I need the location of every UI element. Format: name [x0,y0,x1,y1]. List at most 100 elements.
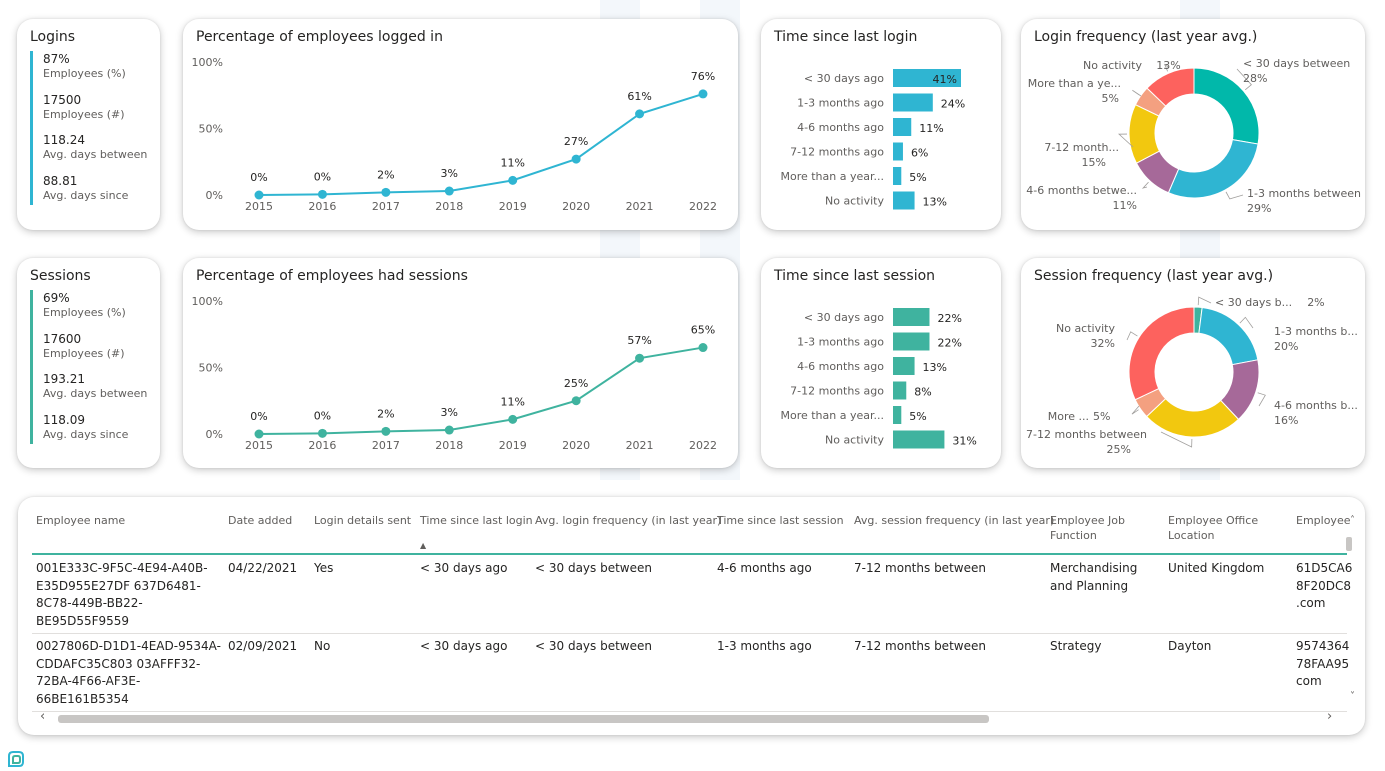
session-bar-category-label: No activity [825,434,884,447]
session-bar-bar[interactable] [893,381,907,400]
logins-kpi-label: Avg. days since [43,188,129,202]
sessions-kpi-label: Avg. days between [43,387,148,400]
session-donut-slice-name: 7-12 months between [1026,428,1147,441]
session-bar-bar[interactable] [893,430,945,449]
table-cell: 4-6 months ago [717,561,812,575]
scroll-up-button[interactable]: ˄ [1350,515,1355,526]
table-column-header[interactable]: Login details sent [314,514,412,527]
login-line-data-point[interactable] [444,186,454,196]
session-line-data-label: 25% [564,377,588,390]
session-line-data-point[interactable] [317,428,327,438]
table-cell: 61D5CA6 8F20DC8 .com [1296,561,1353,610]
login-line-data-point[interactable] [508,175,518,185]
login-donut-leader-line [1164,63,1170,72]
table-cell: United Kingdom [1168,561,1265,575]
session-donut-leader-line [1257,392,1266,407]
login-line-data-label: 3% [441,167,458,180]
login-line-card: Percentage of employees logged in 0% 50% 1… [183,19,738,230]
login-donut-slice[interactable] [1146,67,1195,107]
scroll-down-button[interactable]: ˅ [1350,691,1355,702]
session-bar-bar[interactable] [893,406,902,424]
login-line-data-label: 61% [627,90,651,103]
horizontal-scrollbar-thumb[interactable] [58,715,989,723]
session-bar-data-label: 5% [909,410,926,423]
table-column-header[interactable]: Date added [228,514,293,527]
logins-kpi-label: Employees (%) [43,67,126,80]
session-line-series-line [258,346,704,435]
session-donut-slice-name: < 30 days b... [1215,296,1292,309]
session-line-xtick-label: 2017 [372,439,400,452]
session-line-data-label: 2% [377,407,394,420]
table-cell: 02/09/2021 [228,639,298,653]
login-line-data-point[interactable] [317,189,327,199]
login-line-xtick-label: 2016 [308,200,336,213]
login-donut-slice[interactable] [1167,139,1259,199]
table-column-header[interactable]: Employee name [36,514,126,527]
session-line-xtick-label: 2022 [689,439,717,452]
session-line-ytick-label: 50% [199,362,223,375]
session-line-xtick-label: 2020 [562,439,590,452]
session-donut-slice[interactable] [1128,306,1195,401]
sessions-kpi-item: 193.21 Avg. days between [43,372,147,400]
login-bar-bar[interactable] [893,167,902,185]
login-line-xtick-label: 2015 [245,200,273,213]
login-line-data-point[interactable] [635,109,645,119]
session-line-data-point[interactable] [635,353,645,363]
table-column-header[interactable]: Employee [1296,514,1351,527]
session-bar-bar[interactable] [893,332,930,351]
login-donut-slice-name: No activity [1083,59,1142,72]
table-cell: No [314,639,331,653]
table-column-header[interactable]: Employee Office Location [1168,514,1259,542]
login-bar-bar[interactable] [893,69,961,87]
login-bar-bar[interactable] [893,142,903,161]
scroll-right-button[interactable]: › [1327,709,1333,724]
vertical-scrollbar-thumb[interactable] [1346,537,1352,551]
table-cell: 001E333C-9F5C-4E94-A40B- E35D955E27DF 63… [36,561,208,628]
session-line-xtick-label: 2021 [626,439,654,452]
login-line-data-point[interactable] [381,187,391,197]
table-cell: Dayton [1168,639,1212,653]
table-column-header[interactable]: Time since last session [717,514,844,527]
login-line-xtick-label: 2017 [372,200,400,213]
session-line-data-point[interactable] [571,396,581,406]
login-bar-bar[interactable] [893,118,912,136]
table-column-header[interactable]: Avg. login frequency (in last year) [535,514,722,527]
login-bar-bar[interactable] [893,93,933,112]
session-line-data-point[interactable] [698,343,708,353]
sort-indicator-icon[interactable]: ▲ [420,541,427,550]
session-donut-slice[interactable] [1198,306,1259,366]
logins-accent-bar [30,51,33,205]
scroll-left-button[interactable]: ‹ [40,709,46,724]
table-column-header[interactable]: Time since last login [420,514,533,527]
session-line-data-point[interactable] [444,425,454,435]
employee-table-card: Employee name Date added Login details sen… [18,497,1365,735]
sessions-kpi-label: Employees (%) [43,306,126,319]
session-line-data-point[interactable] [254,429,264,439]
login-line-data-point[interactable] [254,190,264,200]
session-donut-leader-line [1239,316,1254,329]
login-bar-category-label: 1-3 months ago [797,97,884,110]
sessions-title: Sessions [30,268,91,284]
session-line-data-point[interactable] [508,414,518,424]
table-row-separator [32,633,1347,634]
login-donut-title: Login frequency (last year avg.) [1034,29,1258,45]
login-bar-data-label: 24% [941,98,965,111]
table-column-header[interactable]: Employee Job Function [1050,514,1125,542]
login-donut-slice-value: 5% [1102,92,1119,105]
login-line-series-line [258,92,704,196]
table-column-header[interactable]: Avg. session frequency (in last year) [854,514,1055,527]
session-bar-bar[interactable] [893,357,915,375]
login-line-data-label: 0% [250,171,267,184]
session-donut-slice-name: No activity [1056,322,1115,335]
brand-logo-icon [8,751,24,767]
login-bar-data-label: 6% [911,147,928,160]
session-donut-slice[interactable] [1145,397,1240,438]
login-line-data-point[interactable] [571,154,581,164]
sessions-kpi-value: 193.21 [43,372,85,386]
session-bar-bar[interactable] [893,308,930,326]
session-bar-data-label: 8% [914,386,931,399]
login-line-data-point[interactable] [698,89,708,99]
session-line-data-point[interactable] [381,426,391,436]
session-donut-slice-value: 5% [1093,410,1110,423]
login-bar-bar[interactable] [893,191,915,210]
